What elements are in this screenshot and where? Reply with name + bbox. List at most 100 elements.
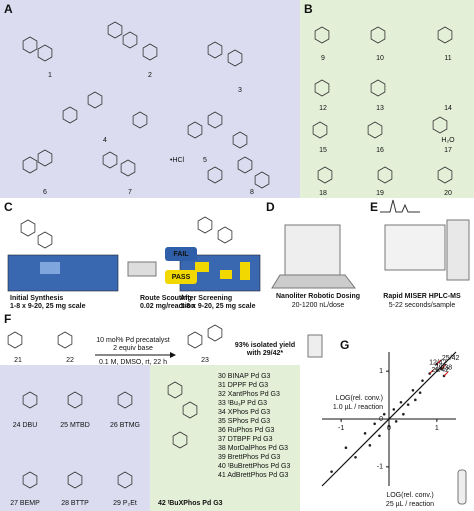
catalyst-label: 40 ᵗBuBrettPhos Pd G3 [218, 463, 290, 470]
catalyst-label: 39 BrettPhos Pd G3 [218, 454, 280, 461]
annotation-leader [436, 359, 442, 365]
panel-label: G [340, 338, 349, 352]
ring [367, 121, 383, 139]
ring [22, 471, 38, 489]
salt-label: •HCl [170, 157, 185, 164]
base-label: 29 P₂Et [113, 500, 137, 507]
ring [207, 41, 223, 59]
annotation-leader [429, 369, 435, 374]
ring [437, 166, 453, 184]
vial [457, 469, 467, 505]
compound-number: 8 [250, 189, 254, 196]
ring [62, 106, 78, 124]
x-axis-label: LOG(rel. conv.) [386, 492, 433, 499]
compound-number: 6 [43, 189, 47, 196]
compound-number: 5 [203, 157, 207, 164]
x-tick-label: 1 [435, 425, 439, 432]
ring [107, 21, 123, 39]
data-point [411, 388, 415, 392]
y-tick-label: 1 [379, 368, 383, 375]
y-tick-label: -1 [377, 464, 383, 471]
ring [207, 324, 223, 342]
ring [67, 471, 83, 489]
water-label: H₂O [441, 137, 455, 144]
data-point [368, 444, 372, 447]
catalyst-label: 30 BINAP Pd G3 [218, 373, 271, 380]
ring [22, 156, 38, 174]
compound-number: 22 [66, 357, 74, 364]
vial-plate [307, 334, 323, 358]
base-label: 25 MTBD [60, 422, 90, 429]
base-label: 24 DBU [13, 422, 38, 429]
ring [120, 159, 136, 177]
annotation: 29/38 [435, 364, 453, 371]
compound-number: 12 [319, 105, 327, 112]
catalyst-label: 36 RuPhos Pd G3 [218, 427, 275, 434]
ring [172, 431, 188, 449]
plate-initial [7, 254, 119, 292]
ring [117, 391, 133, 409]
ring [57, 331, 73, 349]
ring [317, 166, 333, 184]
annotation: 12/42 [429, 360, 447, 367]
panel-label: C [4, 200, 13, 214]
data-point [399, 400, 403, 404]
ring [20, 219, 36, 237]
catalyst-label: 38 MorDalPhos Pd G3 [218, 445, 288, 452]
ring [187, 331, 203, 349]
arrow-head [170, 352, 176, 358]
parity-line [321, 351, 457, 487]
fail-label: FAIL [173, 251, 189, 258]
data-point [330, 470, 333, 473]
ring [142, 43, 158, 61]
compound-number: 3 [238, 87, 242, 94]
ring [437, 26, 453, 44]
compound-number: 21 [14, 357, 22, 364]
base-label: 26 BTMG [110, 422, 140, 429]
ring [37, 149, 53, 167]
step-detail: 1-8 x 9-20, 25 mg scale [10, 303, 86, 310]
data-point [406, 403, 410, 406]
catalyst-label: 31 DPPF Pd G3 [218, 382, 268, 389]
data-point [394, 420, 398, 423]
pass-label: PASS [172, 274, 191, 281]
step-title: After Screening [180, 295, 232, 302]
compound-number: 14 [444, 105, 452, 112]
y-axis-label: 1.0 µL / reaction [333, 404, 383, 411]
ring [217, 226, 233, 244]
ring [254, 171, 270, 189]
compound-number: 2 [148, 72, 152, 79]
step-title: Route Scouting [140, 295, 192, 302]
structures [7, 21, 453, 489]
data-point [418, 391, 422, 394]
compound-number: 15 [319, 147, 327, 154]
compound-number: 16 [376, 147, 384, 154]
compound-number: 9 [321, 55, 325, 62]
nano-plate [127, 261, 157, 277]
step-title: Initial Synthesis [10, 295, 63, 302]
ring [37, 44, 53, 62]
ring [377, 166, 393, 184]
data-point [402, 412, 405, 416]
fail-box [165, 247, 197, 261]
ring [22, 391, 38, 409]
pass-box [165, 270, 197, 284]
step-title: Rapid MISER HPLC-MS [383, 293, 461, 300]
ring [197, 216, 213, 234]
catalyst-label: 42 ᵗBuXPhos Pd G3 [158, 500, 223, 507]
step-title: Nanoliter Robotic Dosing [276, 293, 360, 300]
panel-label: D [266, 200, 275, 214]
ring [122, 31, 138, 49]
ring [207, 166, 223, 184]
ring [117, 471, 133, 489]
data-point [392, 408, 396, 411]
ring [314, 26, 330, 44]
panel-label: F [4, 312, 11, 326]
base-label: 27 BEMP [10, 500, 40, 507]
compound-number: 11 [444, 55, 451, 62]
compound-number: 19 [376, 190, 384, 197]
compound-number: 20 [444, 190, 452, 197]
annotation-leader [441, 364, 446, 370]
